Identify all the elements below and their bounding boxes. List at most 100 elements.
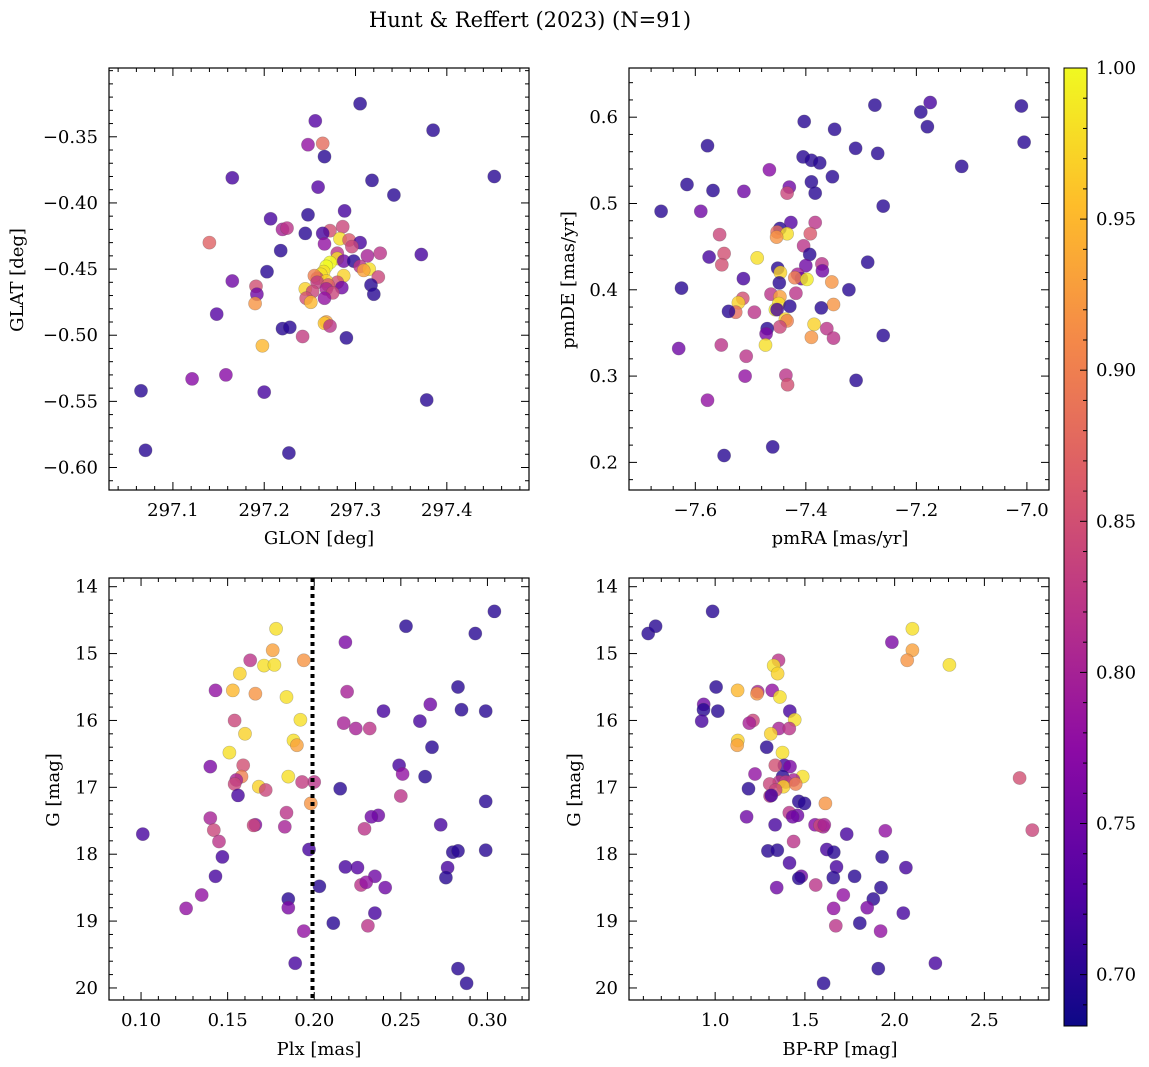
data-point — [423, 697, 438, 712]
x-axis-label: GLON [deg] — [264, 528, 374, 549]
y-tick-label: 15 — [595, 644, 618, 665]
data-point — [366, 287, 381, 302]
data-point — [870, 146, 885, 161]
data-point — [277, 819, 292, 834]
data-point — [705, 604, 720, 619]
y-tick-label: 0.2 — [589, 452, 618, 473]
data-point — [773, 690, 787, 704]
data-point — [928, 956, 943, 971]
y-tick-label: 18 — [75, 844, 98, 865]
data-point — [360, 918, 375, 933]
data-point — [798, 258, 813, 273]
x-tick-label: −7.2 — [895, 500, 939, 521]
data-point — [772, 275, 787, 290]
data-point — [338, 635, 353, 650]
data-point — [783, 759, 797, 774]
data-point — [839, 827, 854, 841]
data-point — [868, 98, 882, 112]
data-point — [365, 173, 379, 188]
y-tick-label: −0.50 — [43, 325, 98, 346]
data-point — [185, 371, 199, 386]
y-tick-label: 0.6 — [589, 107, 618, 128]
y-tick-label: 0.5 — [589, 193, 618, 214]
data-point — [246, 818, 261, 833]
data-point — [712, 227, 727, 242]
data-point — [709, 680, 723, 694]
panel-bprp-g: 1.0 1.5 2.0 2.5 14 15 16 17 18 19 20 BP-RP [mag] G… — [564, 577, 1050, 1060]
data-point — [710, 704, 725, 718]
colorbar-tick-label: 1.00 — [1096, 58, 1136, 79]
data-point — [265, 643, 280, 658]
data-point — [399, 619, 413, 634]
data-point — [791, 871, 806, 886]
data-point — [478, 704, 493, 718]
x-tick-label: −7.4 — [784, 500, 828, 521]
data-point — [694, 714, 709, 728]
data-point — [312, 879, 327, 894]
data-point — [255, 338, 270, 353]
data-point — [800, 272, 814, 287]
data-point — [738, 369, 752, 383]
data-point — [296, 924, 311, 938]
data-point — [267, 658, 282, 672]
data-point — [438, 870, 453, 885]
data-point — [758, 338, 773, 352]
data-point — [900, 653, 915, 668]
data-point — [231, 788, 245, 803]
colorbar-tick-label: 0.95 — [1096, 209, 1136, 230]
data-point — [818, 796, 833, 811]
data-point — [315, 136, 330, 151]
data-point — [282, 320, 297, 335]
data-point — [826, 870, 841, 885]
x-tick-label: 0.30 — [467, 1010, 507, 1031]
y-axis-label: GLAT [deg] — [7, 228, 28, 332]
data-point — [797, 796, 812, 811]
colorbar-tick-label: 0.75 — [1096, 814, 1136, 835]
data-point — [775, 745, 790, 760]
data-point — [360, 248, 375, 263]
x-tick-label: 297.2 — [238, 500, 290, 521]
data-point — [288, 956, 303, 971]
data-point — [258, 783, 273, 797]
data-point — [748, 767, 762, 781]
colorbar-gradient — [1063, 67, 1088, 1027]
data-point — [203, 759, 218, 774]
data-point — [281, 769, 296, 784]
data-point — [238, 726, 252, 741]
data-point — [359, 875, 374, 890]
data-point — [395, 767, 410, 781]
data-point — [827, 122, 842, 137]
data-point — [336, 716, 351, 730]
data-point — [206, 823, 221, 837]
data-point — [768, 758, 783, 773]
data-point — [367, 906, 382, 920]
x-tick-label: 1.5 — [791, 1010, 820, 1031]
data-point — [717, 448, 731, 463]
data-point — [279, 690, 294, 704]
y-tick-label: 20 — [75, 978, 98, 999]
data-point — [295, 329, 310, 344]
data-point — [478, 794, 493, 809]
y-axis-label: G [mag] — [43, 753, 64, 826]
data-point — [736, 271, 751, 286]
data-point — [348, 721, 363, 736]
data-point — [134, 383, 148, 398]
data-point — [739, 809, 754, 824]
data-point — [848, 141, 863, 156]
y-axis-label: G [mag] — [564, 753, 585, 826]
data-point — [426, 123, 440, 138]
data-point — [295, 775, 309, 789]
data-point — [788, 777, 803, 791]
data-point — [826, 331, 841, 345]
data-point — [782, 856, 797, 870]
data-point — [769, 880, 784, 895]
data-point — [750, 250, 765, 265]
colorbar-tick-label: 0.85 — [1096, 511, 1136, 532]
data-point — [296, 653, 311, 668]
data-point — [293, 712, 308, 727]
data-point — [876, 328, 891, 343]
colorbar: 0.70 0.75 0.80 0.85 0.90 0.95 1.00 — [1063, 58, 1136, 1027]
data-point — [741, 781, 756, 796]
data-point — [232, 666, 247, 681]
